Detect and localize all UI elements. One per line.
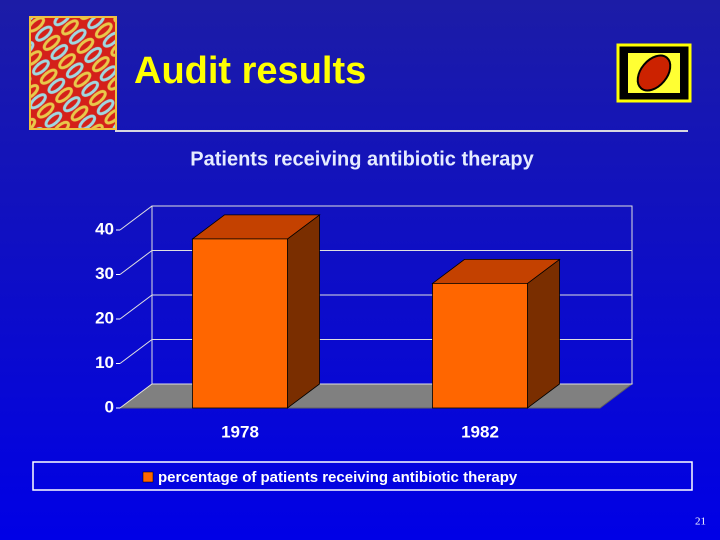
bar — [432, 282, 528, 409]
grid-line — [119, 205, 632, 231]
decorative-image — [29, 16, 117, 130]
x-tick-label: 1982 — [461, 422, 499, 441]
y-tick-label: 40 — [95, 219, 114, 238]
legend-box — [32, 461, 693, 491]
bar-side — [527, 258, 560, 409]
y-tick-label: 20 — [95, 308, 114, 327]
chart-title: Patients receiving antibiotic therapy — [190, 148, 534, 170]
icon — [616, 43, 692, 103]
y-tick-label: 30 — [95, 264, 114, 283]
page-number: 21 — [695, 516, 706, 528]
legend-label: percentage of patients receiving antibio… — [158, 469, 518, 486]
bar — [192, 238, 288, 409]
legend-swatch — [142, 471, 154, 483]
grid-line — [119, 250, 632, 275]
y-tick-label: 0 — [105, 397, 114, 416]
slide-title: Audit results — [134, 50, 366, 92]
bar-side — [287, 214, 320, 409]
x-tick-label: 1978 — [221, 422, 259, 441]
y-tick-label: 10 — [95, 353, 114, 372]
